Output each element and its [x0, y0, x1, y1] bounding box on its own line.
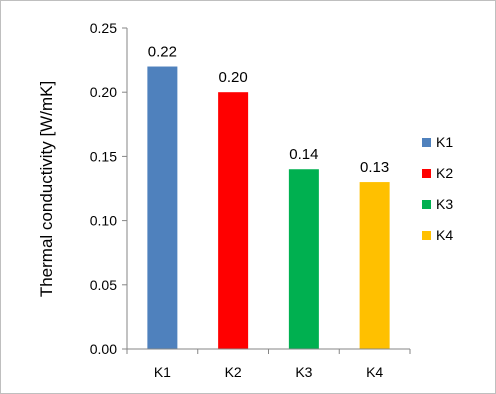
y-tick-label: 0.20	[90, 84, 117, 100]
bar-k4	[359, 182, 390, 349]
y-tick-label: 0.25	[90, 20, 117, 36]
legend-swatch	[422, 231, 431, 240]
data-label: 0.14	[289, 146, 318, 163]
legend-label: K1	[436, 134, 453, 150]
x-tick-label: K4	[366, 364, 383, 380]
y-tick-label: 0.00	[90, 341, 117, 357]
y-tick-label: 0.10	[90, 213, 117, 229]
legend-swatch	[422, 169, 431, 178]
y-axis-ticks: 0.00 0.05 0.10 0.15 0.20 0.25	[90, 20, 127, 357]
bars	[147, 66, 390, 350]
x-axis-ticks: K1 K2 K3 K4	[126, 349, 411, 380]
legend-label: K3	[436, 196, 453, 212]
data-label: 0.20	[219, 69, 248, 86]
bar-k1	[147, 66, 178, 350]
legend-swatch	[422, 200, 431, 209]
x-tick-label: K3	[295, 364, 312, 380]
data-label: 0.22	[148, 44, 177, 61]
y-tick-label: 0.15	[90, 148, 117, 164]
x-tick-label: K1	[154, 364, 171, 380]
legend-label: K2	[436, 165, 453, 181]
data-labels: 0.22 0.20 0.14 0.13	[148, 44, 389, 177]
y-tick-label: 0.05	[90, 277, 117, 293]
legend: K1 K2 K3 K4	[422, 134, 453, 243]
bar-k3	[288, 169, 319, 349]
legend-label: K4	[436, 227, 453, 243]
x-tick-label: K2	[225, 364, 242, 380]
data-label: 0.13	[360, 159, 389, 176]
legend-swatch	[422, 138, 431, 147]
y-axis-label: Thermal conductivity [W/mK]	[37, 81, 56, 297]
bar-k2	[218, 92, 249, 349]
